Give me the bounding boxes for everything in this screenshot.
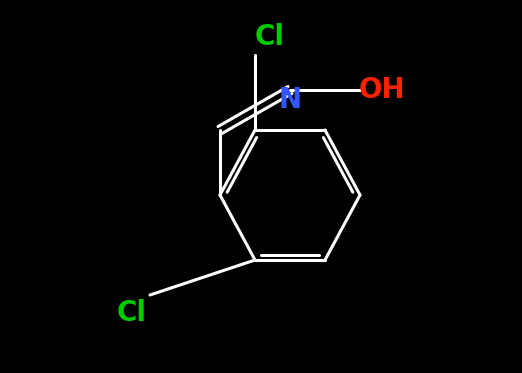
Text: OH: OH — [359, 76, 405, 104]
Text: N: N — [278, 86, 302, 114]
Text: Cl: Cl — [117, 299, 147, 327]
Text: Cl: Cl — [255, 23, 285, 51]
